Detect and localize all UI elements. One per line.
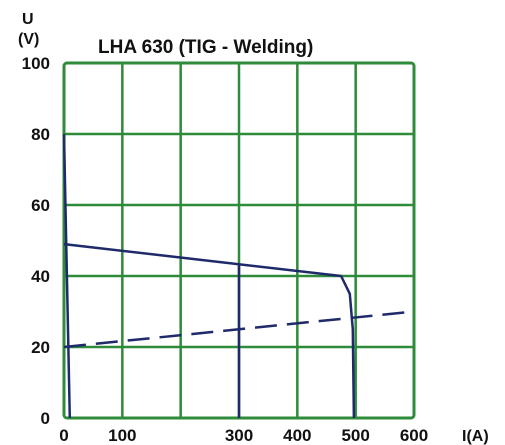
x-tick-label: 600 [400,426,428,445]
y-axis-label-unit: (V) [18,31,39,48]
y-tick-label: 80 [31,125,50,144]
x-tick-label: 400 [283,426,311,445]
dashed-series-line-3 [63,310,415,349]
y-tick-labels: 0 20 40 60 80 100 [22,54,50,428]
series-line-1 [62,133,72,419]
x-tick-label: 500 [341,426,369,445]
series-line-0 [63,242,356,419]
y-axis-label-symbol: U [22,11,34,28]
y-tick-label: 100 [22,54,50,73]
chart-title: LHA 630 (TIG - Welding) [98,37,313,58]
y-tick-label: 60 [31,196,50,215]
x-tick-labels: 0 100 300 400 500 600 [59,426,428,445]
y-tick-label: 40 [31,267,50,286]
x-tick-label: 100 [108,426,136,445]
x-axis-label: I(A) [462,428,489,445]
x-tick-label: 300 [225,426,253,445]
x-tick-label: 0 [59,426,68,445]
y-tick-label: 20 [31,338,50,357]
series-group [62,133,415,419]
y-tick-label: 0 [41,409,50,428]
